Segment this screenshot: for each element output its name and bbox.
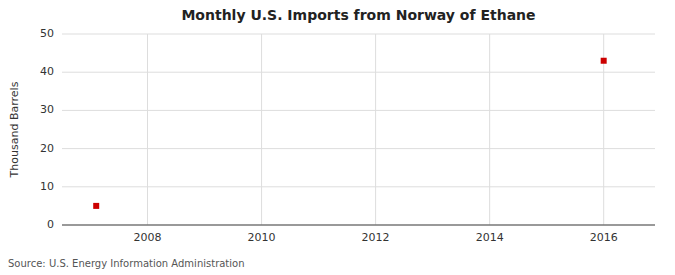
x-axis-line (62, 225, 655, 226)
chart: 0 10 20 30 40 50 2008 2010 2012 2014 2016 Monthly U… (0, 0, 675, 275)
y-grid-line (62, 72, 655, 73)
point (93, 203, 99, 209)
y-tick-label: 10 (40, 180, 54, 193)
y-tick-label: 30 (40, 103, 54, 116)
x-tick-label: 2012 (362, 231, 390, 244)
y-tick-label: 40 (40, 65, 54, 78)
point (601, 58, 607, 64)
x-grid-line (375, 34, 376, 225)
tick-labels: 0 10 20 30 40 50 2008 2010 2012 2014 2016 (40, 27, 618, 244)
source: Source: U.S. Energy Information Administ… (8, 258, 245, 269)
y-grid-line (62, 225, 655, 226)
title: Monthly U.S. Imports from Norway of Etha… (181, 7, 535, 23)
x-tick-label: 2010 (248, 231, 276, 244)
y-tick-label: 0 (47, 218, 54, 231)
x-tick-label: 2014 (476, 231, 504, 244)
y-tick-label: 20 (40, 142, 54, 155)
x-grid-line (261, 34, 262, 225)
y-axis-label: Thousand Barrels (8, 81, 21, 178)
y-grid-line (62, 110, 655, 111)
x-grid-line (147, 34, 148, 225)
x-tick-label: 2016 (590, 231, 618, 244)
points (93, 58, 606, 209)
y-grid-line (62, 34, 655, 35)
grid (62, 34, 655, 225)
x-grid-line (489, 34, 490, 225)
y-grid-line (62, 148, 655, 149)
x-tick-label: 2008 (134, 231, 162, 244)
y-grid-line (62, 186, 655, 187)
y-tick-label: 50 (40, 27, 54, 40)
